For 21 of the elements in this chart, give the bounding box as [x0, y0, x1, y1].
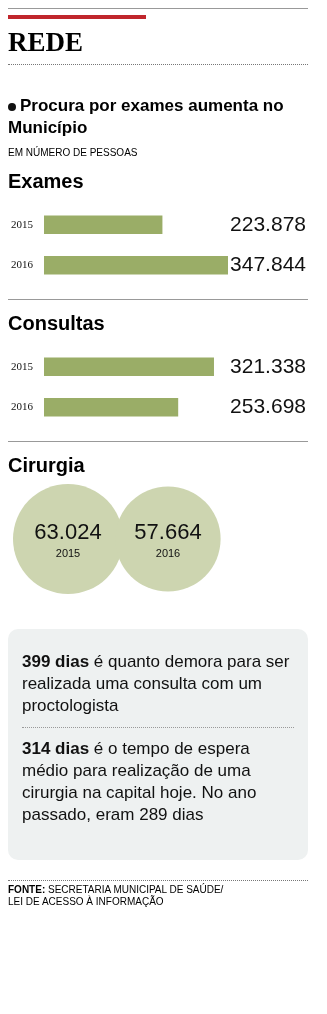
text: 399 dias é quanto demora para ser realizada uma consulta com um proctologista [22, 652, 290, 715]
data-label: 253.698 [230, 394, 306, 417]
category-label: 2016 [155, 547, 181, 560]
source-note: FONTE: SECRETARIA MUNICIPAL DE SAÚDE/ LEI DE ACESSO À INFORMAÇÃO [8, 884, 224, 907]
y-tick-label: 2015 [11, 217, 34, 230]
data-label: 57.664 [134, 519, 202, 545]
data-label: 321.338 [230, 353, 306, 377]
text: Procura por exames aumenta no Município [8, 96, 284, 137]
y-tick-label: 2016 [11, 400, 34, 413]
text: EM NÚMERO DE PESSOAS [8, 147, 139, 158]
data-label: 63.024 [34, 519, 102, 545]
category-label: 2015 [55, 547, 81, 560]
data-label: 347.844 [230, 252, 307, 275]
chart-title: Exames [8, 170, 85, 193]
y-tick-label: 2015 [11, 359, 34, 372]
text: REDE [8, 27, 84, 58]
y-tick-label: 2016 [11, 258, 34, 271]
text: 314 dias é o tempo de espera médio para realização de uma cirurgia na capital hoje. No ano passado, eram 289 dias [22, 739, 257, 824]
data-label: 223.878 [230, 211, 306, 235]
text: Cirurgia [8, 454, 86, 477]
chart-title: Consultas [8, 312, 106, 335]
